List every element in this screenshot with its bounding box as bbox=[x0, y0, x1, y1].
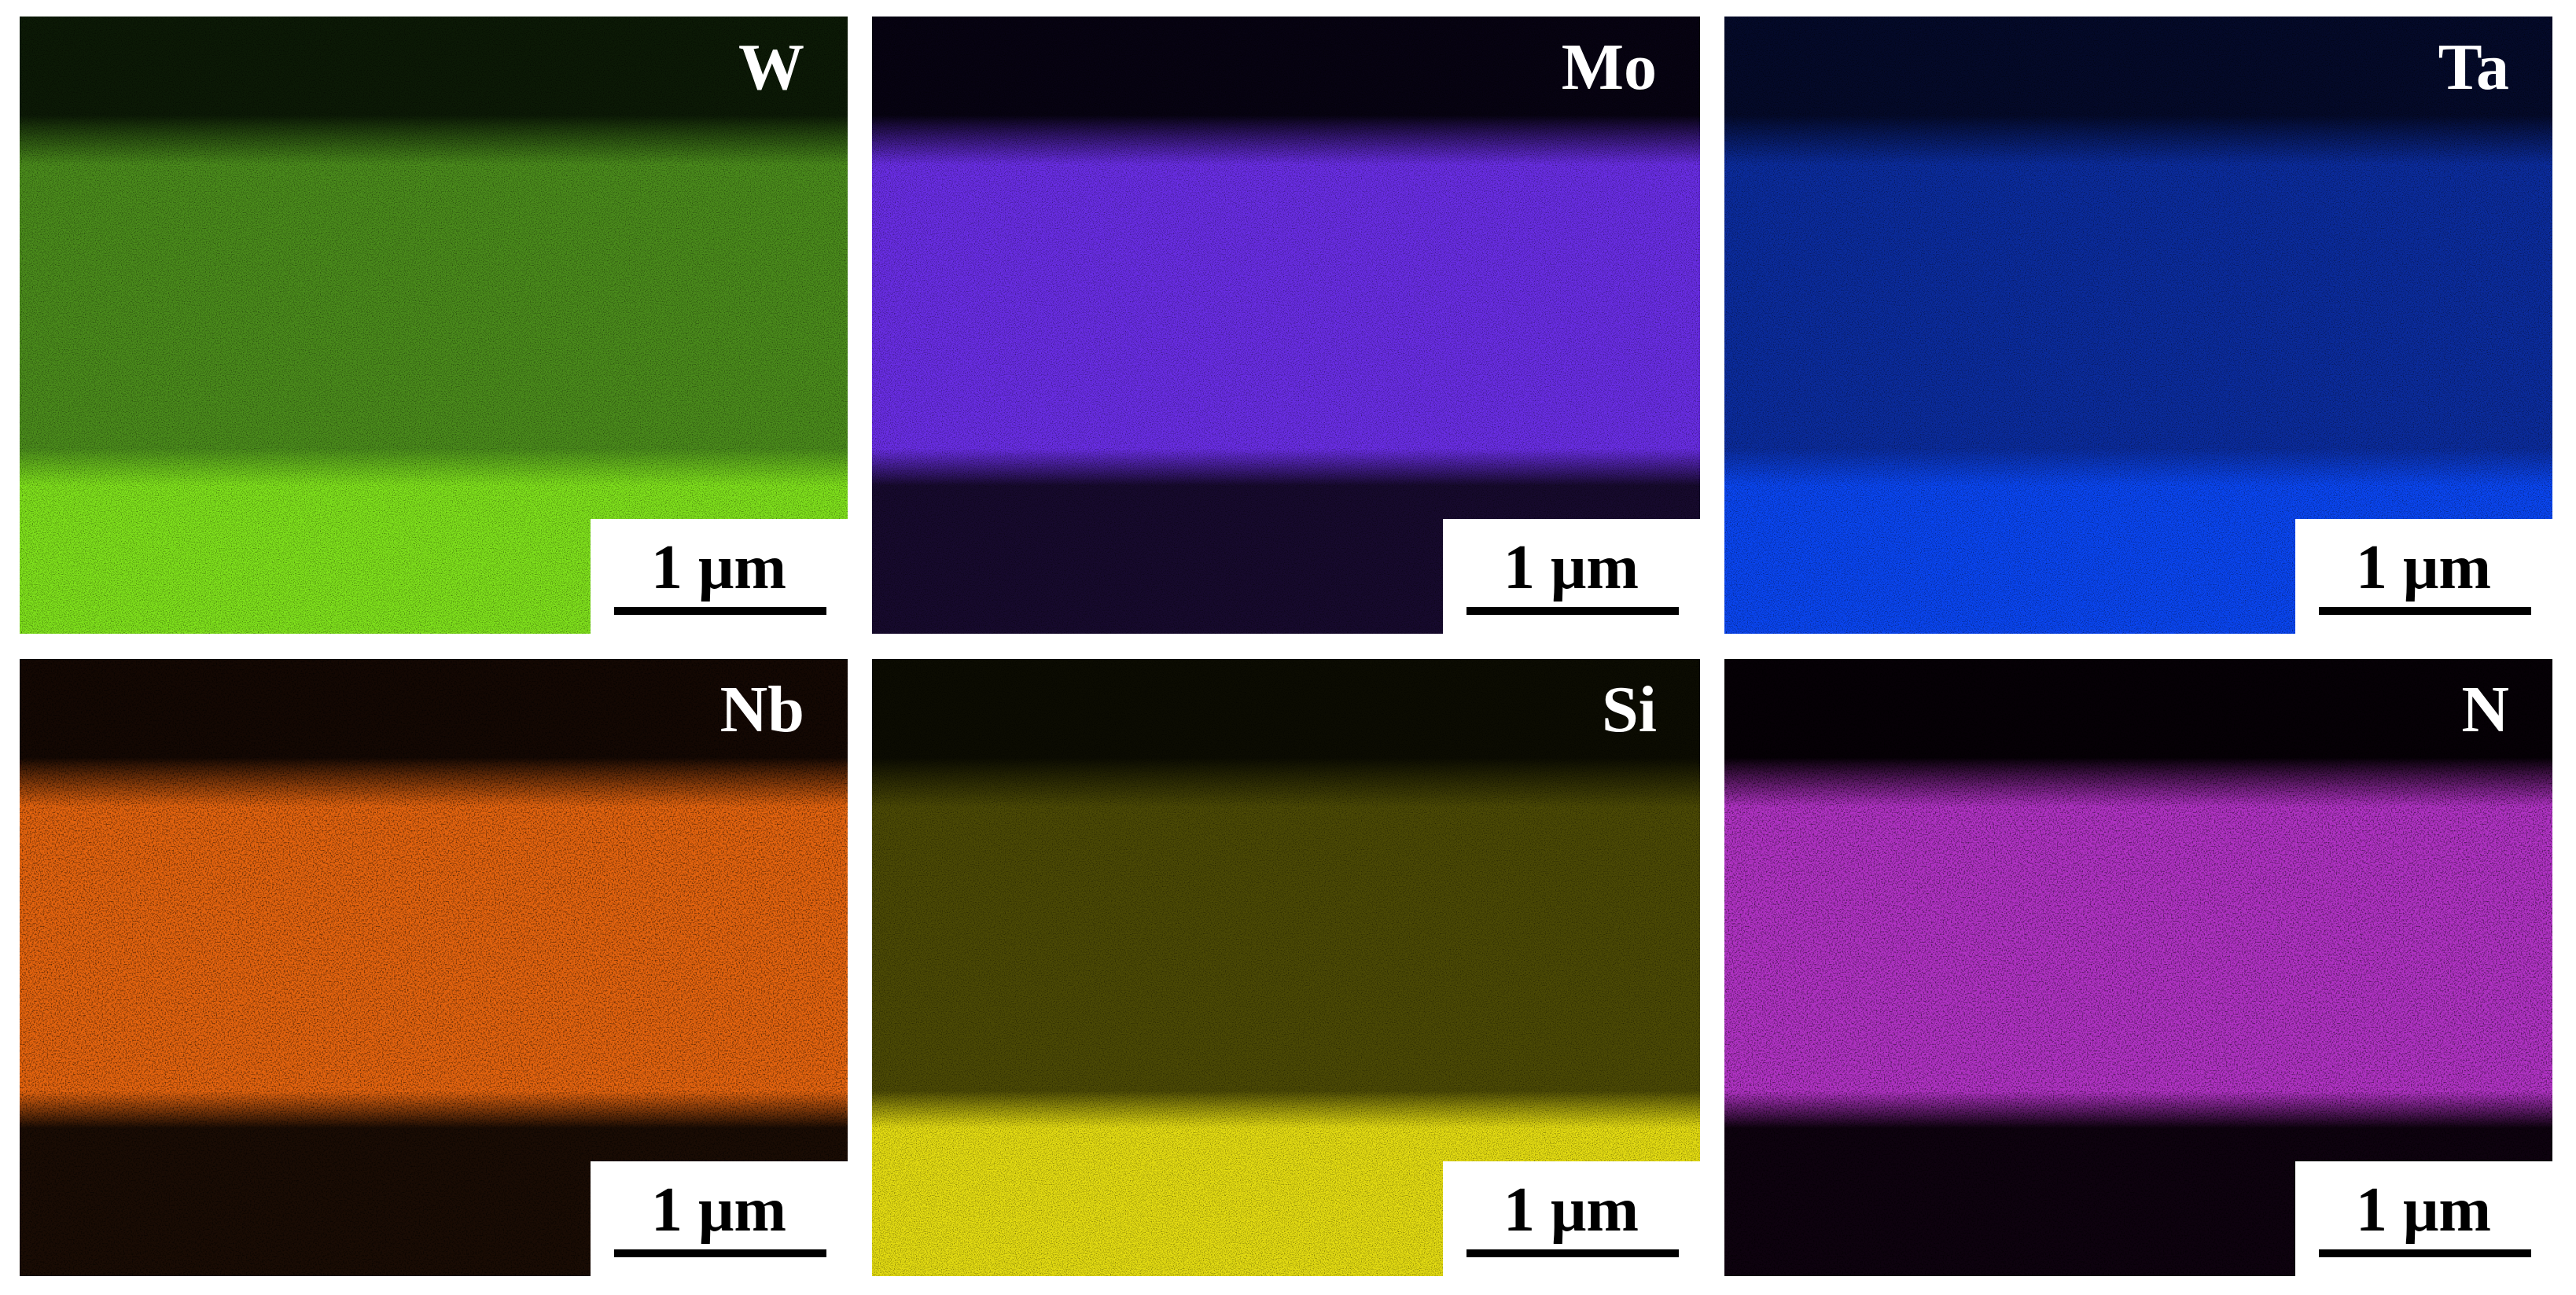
scale-bar-label: 1 μm bbox=[651, 1175, 786, 1245]
scale-bar-label: 1 μm bbox=[1503, 1175, 1639, 1245]
scale-bar bbox=[2319, 1249, 2531, 1257]
scale-bar-label: 1 μm bbox=[651, 533, 786, 602]
scale-bar-label: 1 μm bbox=[1503, 533, 1639, 602]
scale-bar-label: 1 μm bbox=[2356, 533, 2491, 602]
scale-bar bbox=[614, 1249, 826, 1257]
eds-panel: Mo 1 μm bbox=[872, 17, 1700, 634]
element-label: Nb bbox=[720, 673, 804, 746]
eds-panel: Nb 1 μm bbox=[20, 659, 848, 1276]
scale-bar bbox=[614, 607, 826, 615]
element-label: Mo bbox=[1562, 31, 1657, 104]
scale-bar bbox=[1466, 607, 1679, 615]
element-label: Si bbox=[1602, 673, 1657, 746]
scale-bar bbox=[1466, 1249, 1679, 1257]
eds-panel: W 1 μm bbox=[20, 17, 848, 634]
eds-panel: Si 1 μm bbox=[872, 659, 1700, 1276]
scale-bar bbox=[2319, 607, 2531, 615]
scale-bar-label: 1 μm bbox=[2356, 1175, 2491, 1245]
eds-panel: Ta 1 μm bbox=[1724, 17, 2552, 634]
element-label: N bbox=[2461, 673, 2509, 746]
element-label: Ta bbox=[2438, 31, 2509, 104]
eds-panel: N 1 μm bbox=[1724, 659, 2552, 1276]
element-label: W bbox=[738, 31, 804, 104]
